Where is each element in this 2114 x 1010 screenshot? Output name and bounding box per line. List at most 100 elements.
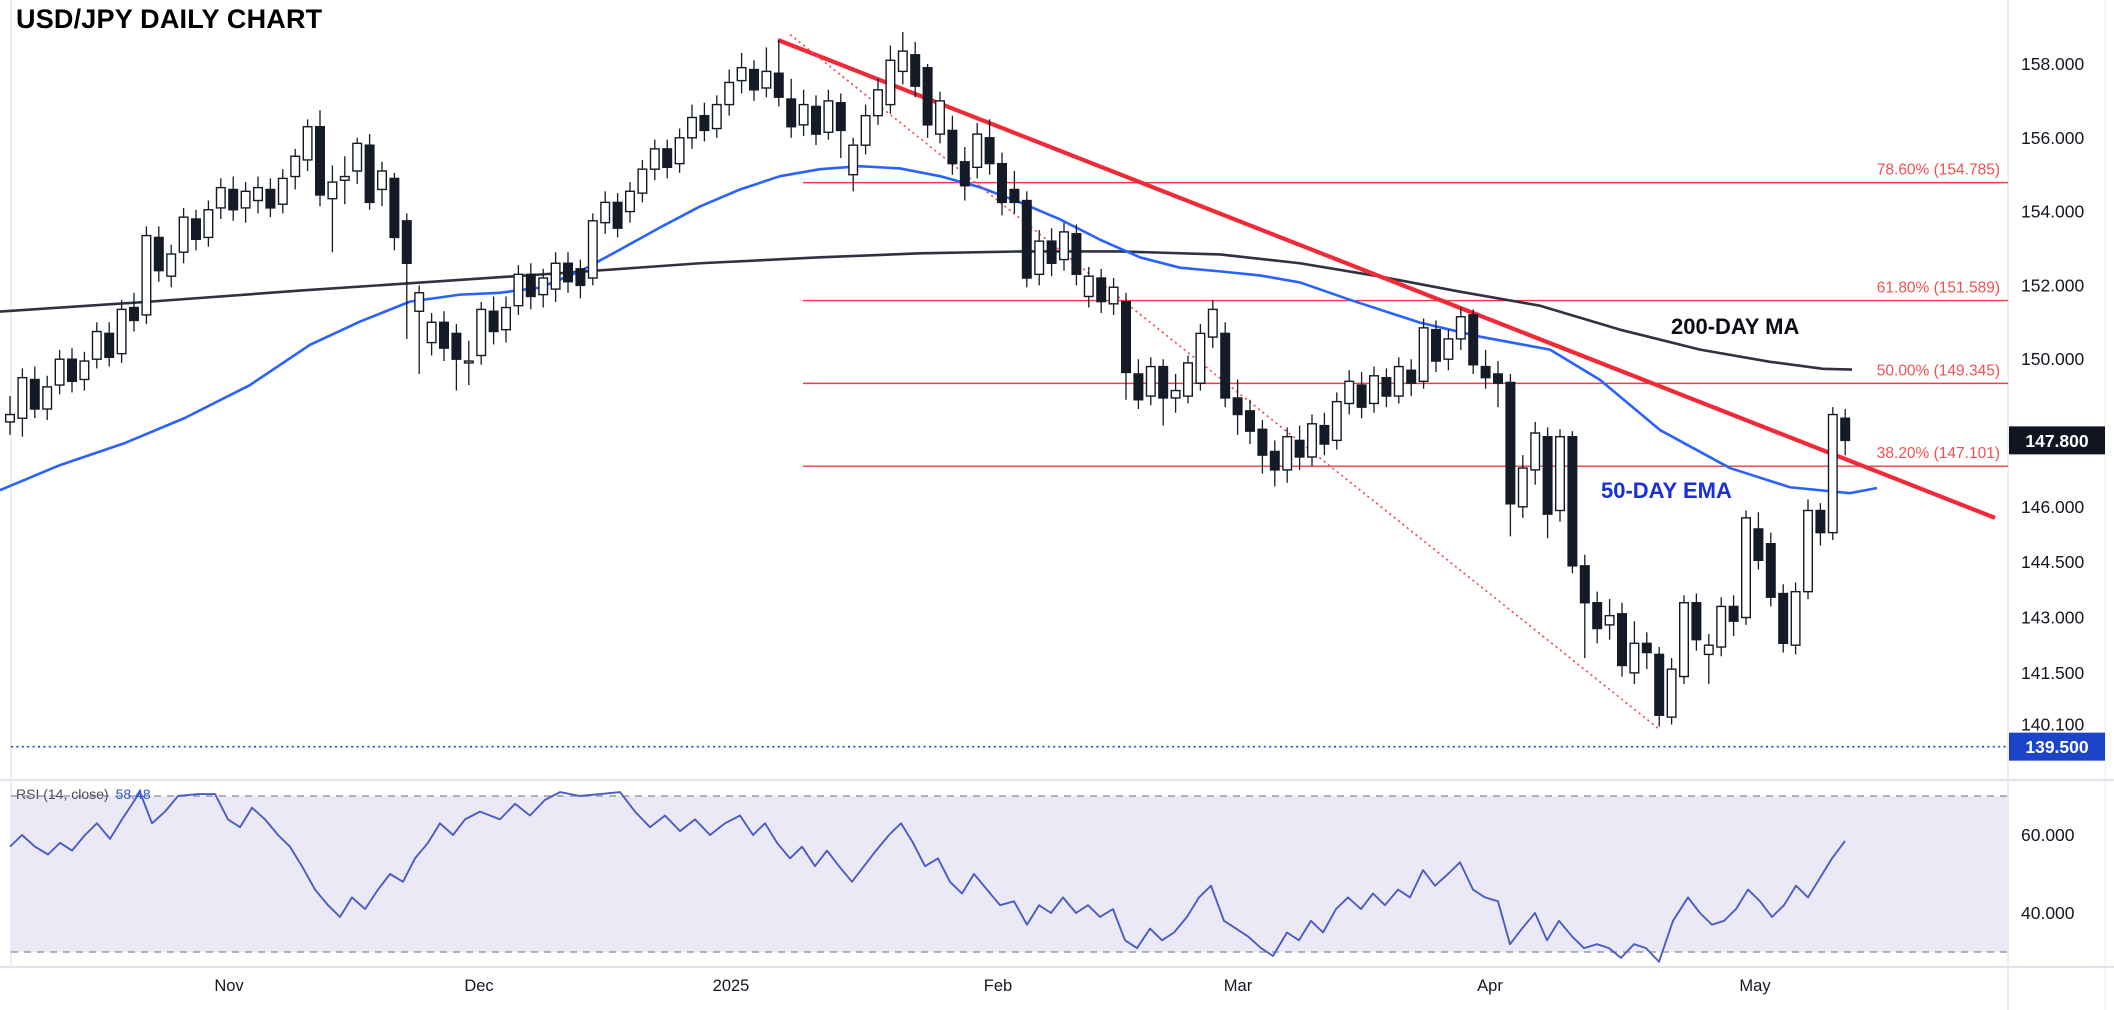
candle-body (1554, 435, 1565, 512)
candle-body (997, 162, 1008, 204)
price-axis-label-158.000: 158.000 (2021, 54, 2085, 74)
candle-body (897, 50, 908, 73)
candle-body (1244, 410, 1255, 432)
candle-body (451, 332, 462, 360)
candle-body (1232, 397, 1243, 416)
candle-body (141, 234, 152, 316)
candle-body (1220, 332, 1231, 399)
candle-body (1728, 605, 1739, 622)
candle-body (364, 144, 375, 204)
candle-body (538, 277, 549, 296)
candle-body (1120, 300, 1131, 374)
candle-body (1716, 605, 1727, 648)
candle-body (29, 378, 40, 410)
candle-body (315, 126, 326, 196)
fib-label-1: 61.80% (151.589) (1877, 280, 2000, 297)
candle-body (1356, 384, 1367, 408)
candle-body (1294, 439, 1305, 458)
fib-label-3: 38.20% (147.101) (1877, 445, 2000, 462)
candle-body (1009, 188, 1020, 204)
candle-body (761, 70, 772, 89)
candle-body (1282, 435, 1293, 471)
candle-body (575, 268, 586, 287)
ma200-annotation: 200-DAY MA (1671, 314, 1800, 339)
candle-body (91, 330, 102, 360)
candle-body (1530, 432, 1541, 471)
candle-body (1331, 400, 1342, 442)
candle-body (302, 126, 313, 161)
candle-body (1058, 231, 1069, 261)
candle-body (798, 103, 809, 126)
candle-body (1306, 423, 1317, 458)
candle-body (1133, 373, 1144, 401)
candle-body (389, 177, 400, 239)
candle-body (625, 190, 636, 213)
candle-body (1592, 602, 1603, 630)
candle-body (1108, 286, 1119, 305)
candle-body (1765, 543, 1776, 598)
price-axis-label-141.500: 141.500 (2021, 663, 2085, 683)
candle-body (327, 181, 338, 200)
time-axis-label-Feb: Feb (984, 977, 1012, 995)
candle-body (687, 116, 698, 139)
candle-body (1418, 327, 1429, 383)
page-title: USD/JPY DAILY CHART (16, 4, 323, 34)
candle-body (1145, 365, 1156, 397)
candle-body (1182, 362, 1193, 397)
candle-body (439, 321, 450, 349)
candle-body (587, 220, 598, 279)
ema50-annotation: 50-DAY EMA (1601, 478, 1732, 503)
candle-body (1257, 428, 1268, 456)
candle-body (42, 386, 53, 410)
candle-body (823, 100, 834, 133)
candle-body (1455, 316, 1466, 340)
candle-body (699, 114, 710, 132)
candle-body (525, 273, 536, 298)
candle-body (959, 161, 970, 187)
candle-body (166, 253, 177, 277)
time-axis-label-Dec: Dec (464, 977, 493, 995)
candle-body (352, 142, 363, 172)
candle-body (1579, 565, 1590, 604)
candle-body (1096, 277, 1107, 303)
candle-body (240, 190, 251, 209)
time-axis-label-Nov: Nov (214, 977, 244, 995)
candle-body (662, 148, 673, 169)
rsi-line[interactable] (9, 791, 1846, 963)
candle-body (1815, 509, 1826, 534)
rsi-band (11, 796, 2008, 952)
ma200-line[interactable] (0, 250, 1853, 371)
candle-body (501, 306, 512, 331)
candle-body (190, 218, 201, 240)
price-axis-label-140.100: 140.100 (2021, 715, 2085, 735)
candle-body (1443, 338, 1454, 360)
rsi-axis-label-60.000: 60.000 (2021, 825, 2075, 845)
candle-body (1158, 365, 1169, 399)
trendline-solid[interactable] (777, 38, 1996, 520)
candle-body (1629, 642, 1640, 674)
candle-body (835, 102, 846, 132)
candle-body (401, 220, 412, 264)
candle-body (1753, 528, 1764, 562)
candle-body (1604, 614, 1615, 626)
candle-body (513, 273, 524, 307)
candle-body (1666, 668, 1677, 718)
price-axis-label-146.000: 146.000 (2021, 497, 2085, 517)
candle-body (252, 186, 263, 202)
level-badge (2009, 732, 2105, 761)
candle-body (116, 308, 127, 355)
candle-body (1740, 517, 1751, 619)
candle-body (426, 321, 437, 344)
candle-body (563, 262, 574, 283)
candle-body (488, 310, 499, 333)
candle-body (873, 89, 884, 117)
ema50-line[interactable] (0, 164, 1878, 495)
candle-body (1703, 644, 1714, 656)
candle-body (265, 188, 276, 209)
candle-body (1083, 275, 1094, 298)
candle-body (736, 66, 747, 82)
candle-body (773, 72, 784, 98)
fib-label-0: 78.60% (154.785) (1877, 162, 2000, 179)
candle-body (860, 114, 871, 146)
